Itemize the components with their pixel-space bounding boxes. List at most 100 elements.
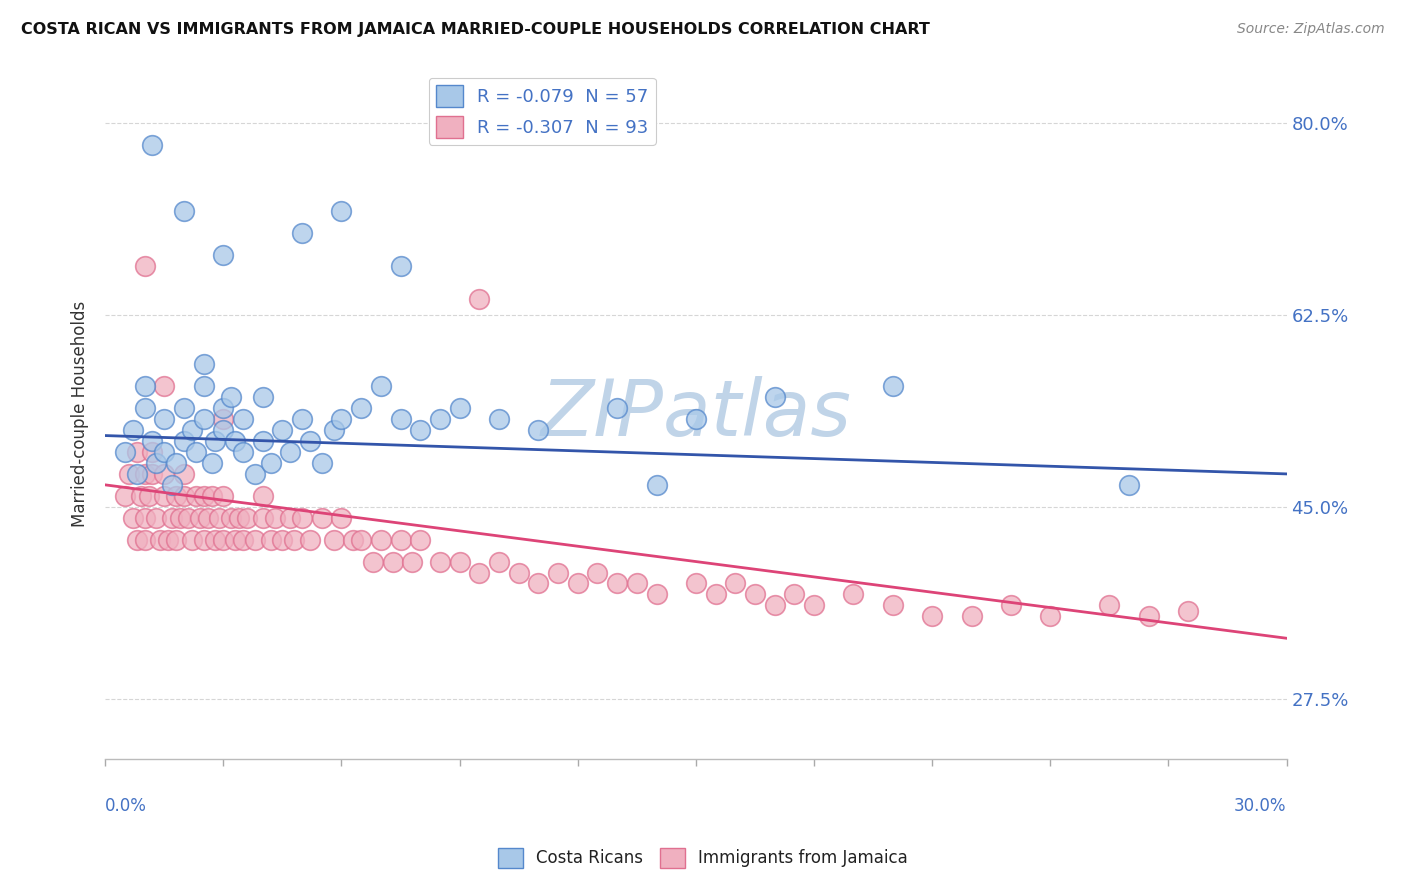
Point: [193, 412, 215, 426]
Point: [330, 412, 353, 426]
Point: [149, 533, 172, 547]
Point: [160, 510, 183, 524]
Point: [508, 566, 530, 580]
Point: [141, 445, 163, 459]
Point: [114, 445, 136, 459]
Point: [212, 412, 235, 426]
Point: [311, 456, 333, 470]
Point: [763, 390, 786, 404]
Point: [606, 576, 628, 591]
Point: [236, 510, 259, 524]
Point: [468, 292, 491, 306]
Point: [184, 489, 207, 503]
Point: [645, 587, 668, 601]
Point: [145, 510, 167, 524]
Point: [1098, 599, 1121, 613]
Point: [429, 412, 451, 426]
Point: [370, 379, 392, 393]
Point: [134, 379, 156, 393]
Point: [381, 555, 404, 569]
Point: [165, 489, 187, 503]
Point: [842, 587, 865, 601]
Y-axis label: Married-couple Households: Married-couple Households: [72, 301, 89, 527]
Point: [322, 533, 344, 547]
Point: [1137, 609, 1160, 624]
Point: [134, 467, 156, 481]
Point: [121, 510, 143, 524]
Point: [243, 533, 266, 547]
Point: [165, 456, 187, 470]
Point: [291, 510, 314, 524]
Point: [184, 445, 207, 459]
Point: [361, 555, 384, 569]
Point: [271, 533, 294, 547]
Text: 30.0%: 30.0%: [1234, 797, 1286, 814]
Point: [488, 412, 510, 426]
Point: [350, 533, 373, 547]
Point: [1039, 609, 1062, 624]
Point: [271, 423, 294, 437]
Point: [527, 423, 550, 437]
Text: 0.0%: 0.0%: [105, 797, 148, 814]
Point: [626, 576, 648, 591]
Point: [763, 599, 786, 613]
Point: [121, 423, 143, 437]
Point: [204, 434, 226, 448]
Point: [173, 489, 195, 503]
Point: [243, 467, 266, 481]
Point: [125, 467, 148, 481]
Point: [449, 401, 471, 416]
Point: [177, 510, 200, 524]
Point: [527, 576, 550, 591]
Point: [165, 533, 187, 547]
Point: [401, 555, 423, 569]
Point: [1177, 604, 1199, 618]
Point: [141, 434, 163, 448]
Point: [160, 478, 183, 492]
Point: [193, 533, 215, 547]
Point: [224, 533, 246, 547]
Point: [1000, 599, 1022, 613]
Point: [153, 467, 176, 481]
Point: [134, 401, 156, 416]
Legend: Costa Ricans, Immigrants from Jamaica: Costa Ricans, Immigrants from Jamaica: [491, 841, 915, 875]
Point: [298, 434, 321, 448]
Point: [200, 489, 222, 503]
Point: [586, 566, 609, 580]
Point: [704, 587, 727, 601]
Point: [252, 434, 274, 448]
Point: [744, 587, 766, 601]
Point: [212, 423, 235, 437]
Point: [212, 489, 235, 503]
Point: [252, 489, 274, 503]
Point: [259, 456, 281, 470]
Point: [129, 489, 152, 503]
Point: [291, 226, 314, 240]
Legend: R = -0.079  N = 57, R = -0.307  N = 93: R = -0.079 N = 57, R = -0.307 N = 93: [429, 78, 657, 145]
Point: [370, 533, 392, 547]
Point: [232, 412, 254, 426]
Point: [141, 467, 163, 481]
Point: [145, 456, 167, 470]
Point: [278, 510, 301, 524]
Point: [468, 566, 491, 580]
Point: [389, 533, 412, 547]
Point: [409, 533, 432, 547]
Point: [1118, 478, 1140, 492]
Point: [200, 456, 222, 470]
Point: [173, 401, 195, 416]
Point: [291, 412, 314, 426]
Point: [125, 533, 148, 547]
Point: [803, 599, 825, 613]
Point: [685, 412, 707, 426]
Point: [330, 203, 353, 218]
Point: [921, 609, 943, 624]
Point: [252, 390, 274, 404]
Point: [259, 533, 281, 547]
Point: [298, 533, 321, 547]
Point: [449, 555, 471, 569]
Point: [212, 533, 235, 547]
Point: [157, 533, 180, 547]
Point: [180, 423, 202, 437]
Point: [409, 423, 432, 437]
